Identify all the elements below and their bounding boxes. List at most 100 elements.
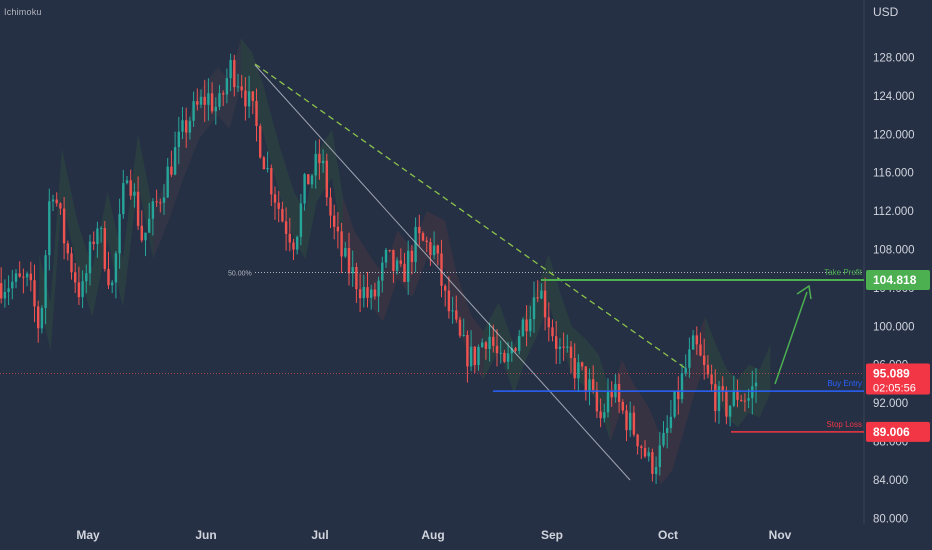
cloud-segment <box>342 196 484 380</box>
candle-body <box>314 153 317 176</box>
cloud-segment <box>240 38 343 260</box>
indicator-label: Ichimoku <box>4 7 42 17</box>
candle-body <box>747 398 750 401</box>
candle-body <box>688 349 691 368</box>
candle-body <box>599 411 602 419</box>
candle-body <box>632 412 636 435</box>
candle-body <box>40 307 44 329</box>
candle-body <box>654 466 658 474</box>
candle-body <box>429 242 432 256</box>
candle-body <box>710 374 713 385</box>
candle-body <box>351 267 354 274</box>
candle-body <box>640 446 643 449</box>
x-tick-label: Oct <box>658 528 678 542</box>
candle-body <box>259 126 262 158</box>
candle-body <box>44 255 47 308</box>
candle-body <box>436 245 439 254</box>
cloud-segment <box>153 38 241 260</box>
candle-body <box>551 327 554 337</box>
candle-body <box>33 280 36 307</box>
candle-body <box>754 382 758 387</box>
candle-body <box>203 96 206 105</box>
candle-body <box>155 201 158 203</box>
candle-body <box>699 344 702 356</box>
candle-body <box>736 390 739 400</box>
candle-body <box>495 345 499 354</box>
candle-body <box>281 208 284 222</box>
y-tick-label: 92.000 <box>873 398 908 410</box>
candle-body <box>66 243 69 254</box>
x-tick-label: Sep <box>541 528 563 542</box>
candle-body <box>288 233 291 243</box>
candle-body <box>418 226 421 234</box>
y-tick-label: 128.000 <box>873 53 915 65</box>
candle-body <box>74 272 77 283</box>
candle-body <box>362 287 365 299</box>
candle-body <box>3 291 7 299</box>
candle-body <box>669 416 673 428</box>
cloud-segment <box>610 316 706 485</box>
stop-loss-badge <box>866 421 930 442</box>
candle-body <box>222 93 225 95</box>
candle-body <box>525 319 528 332</box>
candle-body <box>743 400 747 402</box>
candle-body <box>162 197 166 203</box>
candle-body <box>610 391 613 398</box>
candle-body <box>395 260 399 271</box>
stop-loss-label: Stop Loss <box>826 420 862 429</box>
candle-body <box>695 335 698 345</box>
candle-body <box>92 241 95 245</box>
target-arrow-shaft <box>774 291 808 385</box>
x-tick-label: Jul <box>311 528 328 542</box>
candle-body <box>299 203 303 237</box>
candle-body <box>358 289 362 299</box>
candle-body <box>580 362 584 367</box>
candle-body <box>662 432 665 446</box>
candle-body <box>7 288 10 292</box>
candle-body <box>199 96 203 105</box>
candle-body <box>440 253 443 286</box>
candle-body <box>577 362 580 379</box>
candle-body <box>29 273 32 281</box>
candle-body <box>55 199 58 204</box>
candle-body <box>466 335 469 367</box>
candle-body <box>296 236 299 250</box>
candle-body <box>484 342 488 349</box>
candle-body <box>148 218 151 233</box>
candle-body <box>481 342 484 347</box>
candle-body <box>244 90 247 107</box>
candle-body <box>407 250 410 282</box>
candle-body <box>247 91 251 107</box>
y-tick-label: 116.000 <box>873 168 914 180</box>
candle-body <box>81 281 84 298</box>
candle-body <box>421 233 425 241</box>
y-tick-label: 80.000 <box>873 513 908 525</box>
cloud-segment <box>483 254 611 442</box>
candle-body <box>532 297 536 320</box>
candle-body <box>728 405 732 417</box>
candle-body <box>133 191 136 196</box>
candle-body <box>273 194 277 203</box>
candle-body <box>588 379 591 391</box>
current-price-text: 02:05:56 <box>873 382 916 394</box>
cloud-segment <box>705 316 771 428</box>
candle-body <box>543 290 547 318</box>
candle-body <box>303 174 306 204</box>
currency-label[interactable]: USD <box>873 5 899 19</box>
current-price-text: 95.089 <box>873 366 910 380</box>
candle-body <box>651 452 654 474</box>
candle-body <box>22 276 25 278</box>
candle-body <box>399 260 402 264</box>
candle-body <box>447 290 451 312</box>
candle-body <box>185 120 188 133</box>
y-tick-label: 108.000 <box>873 245 915 257</box>
candle-body <box>173 147 177 175</box>
candle-body <box>469 346 473 367</box>
x-tick-label: Aug <box>421 528 444 542</box>
candle-body <box>233 59 236 88</box>
candle-body <box>229 59 232 79</box>
candle-body <box>658 445 661 467</box>
candle-body <box>562 346 565 348</box>
candle-body <box>99 228 103 230</box>
